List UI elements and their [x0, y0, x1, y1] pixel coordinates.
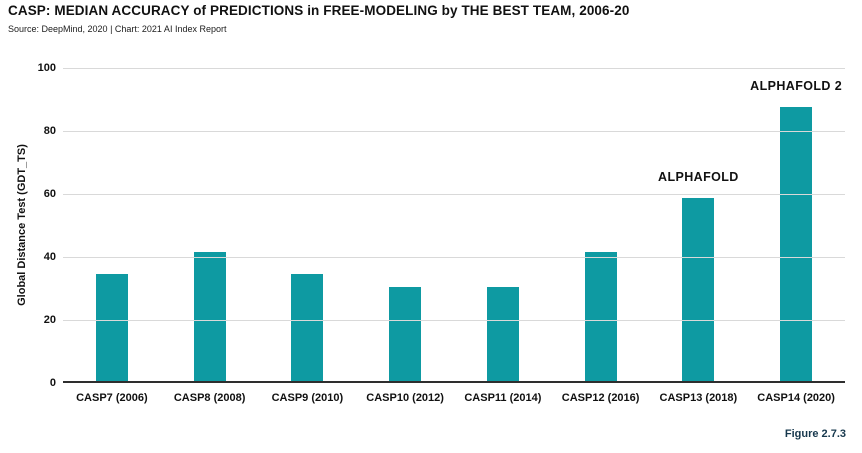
y-axis-ticks: 0 20 40 60 80 100 [0, 62, 56, 389]
bar-slot-6: CASP12 (2016) [552, 68, 650, 404]
bar-casp10-2012 [389, 286, 422, 381]
y-tick-label-0: 0 [49, 377, 56, 389]
bar-casp11-2014 [486, 286, 519, 381]
chart-title: CASP: MEDIAN ACCURACY of PREDICTIONS in … [8, 3, 630, 18]
chart-source: Source: DeepMind, 2020 | Chart: 2021 AI … [8, 24, 227, 34]
gridline-100 [63, 68, 845, 69]
bar-slot-1: CASP7 (2006) [63, 68, 161, 404]
x-tick-label-1: CASP7 (2006) [76, 392, 148, 404]
y-tick-label-60: 60 [43, 188, 56, 200]
bar-slot-2: CASP8 (2008) [161, 68, 259, 404]
x-tick-label-6: CASP12 (2016) [561, 392, 640, 404]
x-tick-label-8: CASP14 (2020) [757, 392, 835, 404]
bar-annotation-alphafold: ALPHAFOLD [658, 170, 739, 185]
figure-number-label: Figure 2.7.3 [784, 428, 846, 440]
y-tick-label-80: 80 [43, 125, 56, 137]
gridline-20 [63, 320, 845, 321]
bar-slot-5: CASP11 (2014) [454, 68, 552, 404]
bar-casp8-2008 [193, 251, 226, 381]
y-tick-label-100: 100 [37, 62, 56, 74]
bar-slot-7: ALPHAFOLD CASP13 (2018) [650, 68, 748, 404]
bar-slot-8: ALPHAFOLD 2 CASP14 (2020) [747, 68, 845, 404]
bar-slot-4: CASP10 (2012) [356, 68, 454, 404]
x-tick-label-5: CASP11 (2014) [464, 392, 542, 404]
bar-casp14-2020 [780, 106, 813, 381]
gridline-40 [63, 257, 845, 258]
bar-slot-3: CASP9 (2010) [259, 68, 357, 404]
gridline-80 [63, 131, 845, 132]
bars-row: CASP7 (2006) CASP8 (2008) CASP9 (2010) CASP… [63, 68, 845, 404]
y-tick-label-20: 20 [43, 314, 56, 326]
x-tick-label-3: CASP9 (2010) [271, 392, 344, 404]
plot-area: CASP7 (2006) CASP8 (2008) CASP9 (2010) CASP… [63, 68, 845, 404]
y-tick-label-40: 40 [43, 251, 56, 263]
bar-casp9-2010 [291, 273, 324, 381]
bar-casp12-2016 [584, 251, 617, 381]
bar-casp13-2018 [682, 198, 715, 381]
gridline-60 [63, 194, 845, 195]
bar-casp7-2006 [95, 273, 128, 381]
x-tick-label-2: CASP8 (2008) [173, 392, 246, 404]
x-tick-label-4: CASP10 (2012) [366, 392, 444, 404]
x-tick-label-7: CASP13 (2018) [659, 392, 738, 404]
bar-annotation-alphafold-2: ALPHAFOLD 2 [750, 78, 843, 93]
